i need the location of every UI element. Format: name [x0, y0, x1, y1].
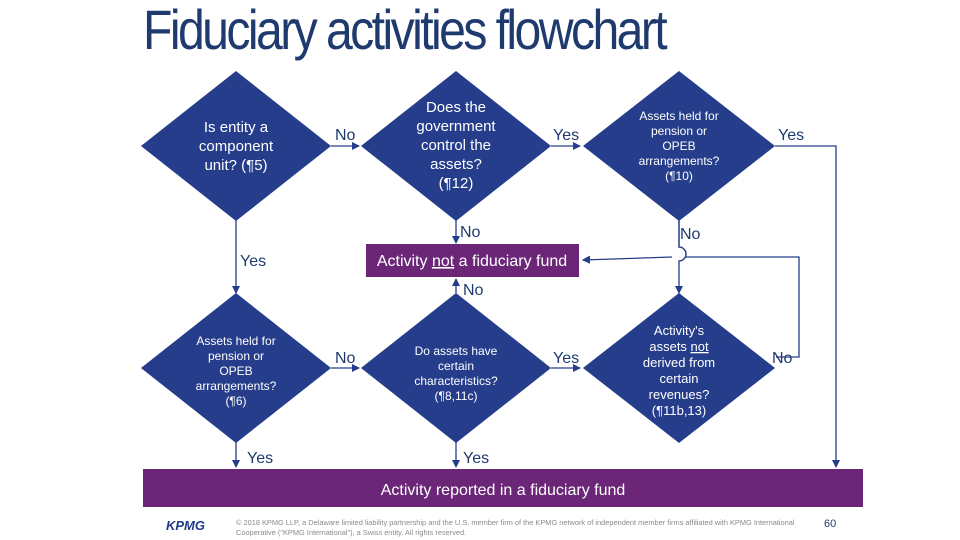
- label-d1-yes: Yes: [240, 253, 266, 270]
- d5-line-3: characteristics?: [414, 374, 498, 388]
- box-not-fiduciary: [366, 244, 579, 277]
- decision-asset-characteristics: [361, 293, 551, 443]
- label-d2-no: No: [460, 224, 481, 241]
- d2-line-4: assets?: [430, 156, 482, 173]
- d5-line-2: certain: [438, 359, 474, 373]
- d2-line-1: Does the: [426, 99, 486, 116]
- d6-line-5: revenues?: [649, 387, 710, 402]
- d6-line-3: derived from: [643, 355, 715, 370]
- d2-text: Does the government control the assets? …: [416, 99, 496, 192]
- label-d4-no: No: [335, 350, 356, 367]
- d3-text: Assets held for pension or OPEB arrangem…: [639, 109, 720, 183]
- label-d2-yes: Yes: [553, 127, 579, 144]
- d4-line-2: pension or: [208, 349, 264, 363]
- d1-line-2: component: [199, 138, 274, 155]
- d2-line-2: government: [416, 118, 496, 135]
- decision-pension-opeb-10: [583, 71, 775, 221]
- label-d1-no: No: [335, 127, 356, 144]
- d3-line-2: pension or: [651, 124, 707, 138]
- d1-line-1: Is entity a: [204, 119, 269, 136]
- label-d3-yes: Yes: [778, 127, 804, 144]
- d5-line-4: (¶8,11c): [435, 389, 478, 403]
- box-reported-label: Activity reported in a fiduciary fund: [381, 482, 626, 499]
- d5-line-1: Do assets have: [415, 344, 498, 358]
- label-d5-yes-down: Yes: [463, 450, 489, 467]
- edge-d6-no-loop: [686, 256, 800, 358]
- copyright-notice: © 2018 KPMG LLP, a Delaware limited liab…: [236, 518, 795, 537]
- decision-pension-opeb-6: [141, 293, 331, 443]
- d4-line-5: (¶6): [225, 394, 246, 408]
- d6-line-1: Activity's: [654, 323, 705, 338]
- label-d5-yes: Yes: [553, 350, 579, 367]
- label-d3-no: No: [680, 226, 701, 243]
- d6-line-2-emph: not: [691, 339, 709, 354]
- d6-line-2-pre: assets: [649, 339, 690, 354]
- label-d5-no: No: [463, 282, 484, 299]
- label-d4-yes: Yes: [247, 450, 273, 467]
- decision-component-unit: [141, 71, 331, 221]
- box-not-emph: not: [432, 253, 455, 270]
- edge-d3-notbox-path: [675, 220, 687, 294]
- d3-line-4: arrangements?: [639, 154, 720, 168]
- edge-d3-reported: [775, 145, 840, 468]
- d6-line-2: assets not: [649, 339, 709, 354]
- box-not-post: a fiduciary fund: [454, 253, 567, 270]
- d4-line-3: OPEB: [219, 364, 252, 378]
- box-not-fiduciary-label: Activity not a fiduciary fund: [377, 253, 567, 270]
- d5-text: Do assets have certain characteristics? …: [414, 344, 498, 403]
- d3-line-5: (¶10): [665, 169, 693, 183]
- label-d6-no: No: [772, 350, 793, 367]
- edge-to-notbox-from-right: [582, 255, 673, 264]
- d2-line-3: control the: [421, 137, 491, 154]
- box-reported-fiduciary: [143, 469, 863, 507]
- d2-line-5: (¶12): [439, 175, 474, 192]
- d4-line-4: arrangements?: [196, 379, 277, 393]
- d6-line-4: certain: [659, 371, 698, 386]
- decision-government-control: [361, 71, 551, 221]
- d3-line-3: OPEB: [662, 139, 695, 153]
- d6-text: Activity's assets not derived from certa…: [643, 323, 715, 418]
- d4-text: Assets held for pension or OPEB arrangem…: [196, 334, 277, 408]
- edge-labels: No Yes Yes No No Yes No No Yes No Yes Ye…: [240, 127, 804, 467]
- connectors: [232, 142, 840, 468]
- d1-text: Is entity a component unit? (¶5): [199, 119, 274, 174]
- d1-line-3: unit? (¶5): [204, 157, 267, 174]
- d3-line-1: Assets held for: [639, 109, 718, 123]
- d4-line-1: Assets held for: [196, 334, 275, 348]
- kpmg-logo: KPMG: [166, 518, 205, 533]
- page-title: Fiduciary activities flowchart: [143, 0, 668, 61]
- decision-assets-not-derived: [583, 293, 775, 443]
- d6-line-6: (¶11b,13): [652, 403, 706, 418]
- box-not-pre: Activity: [377, 253, 432, 270]
- page-number: 60: [824, 518, 837, 530]
